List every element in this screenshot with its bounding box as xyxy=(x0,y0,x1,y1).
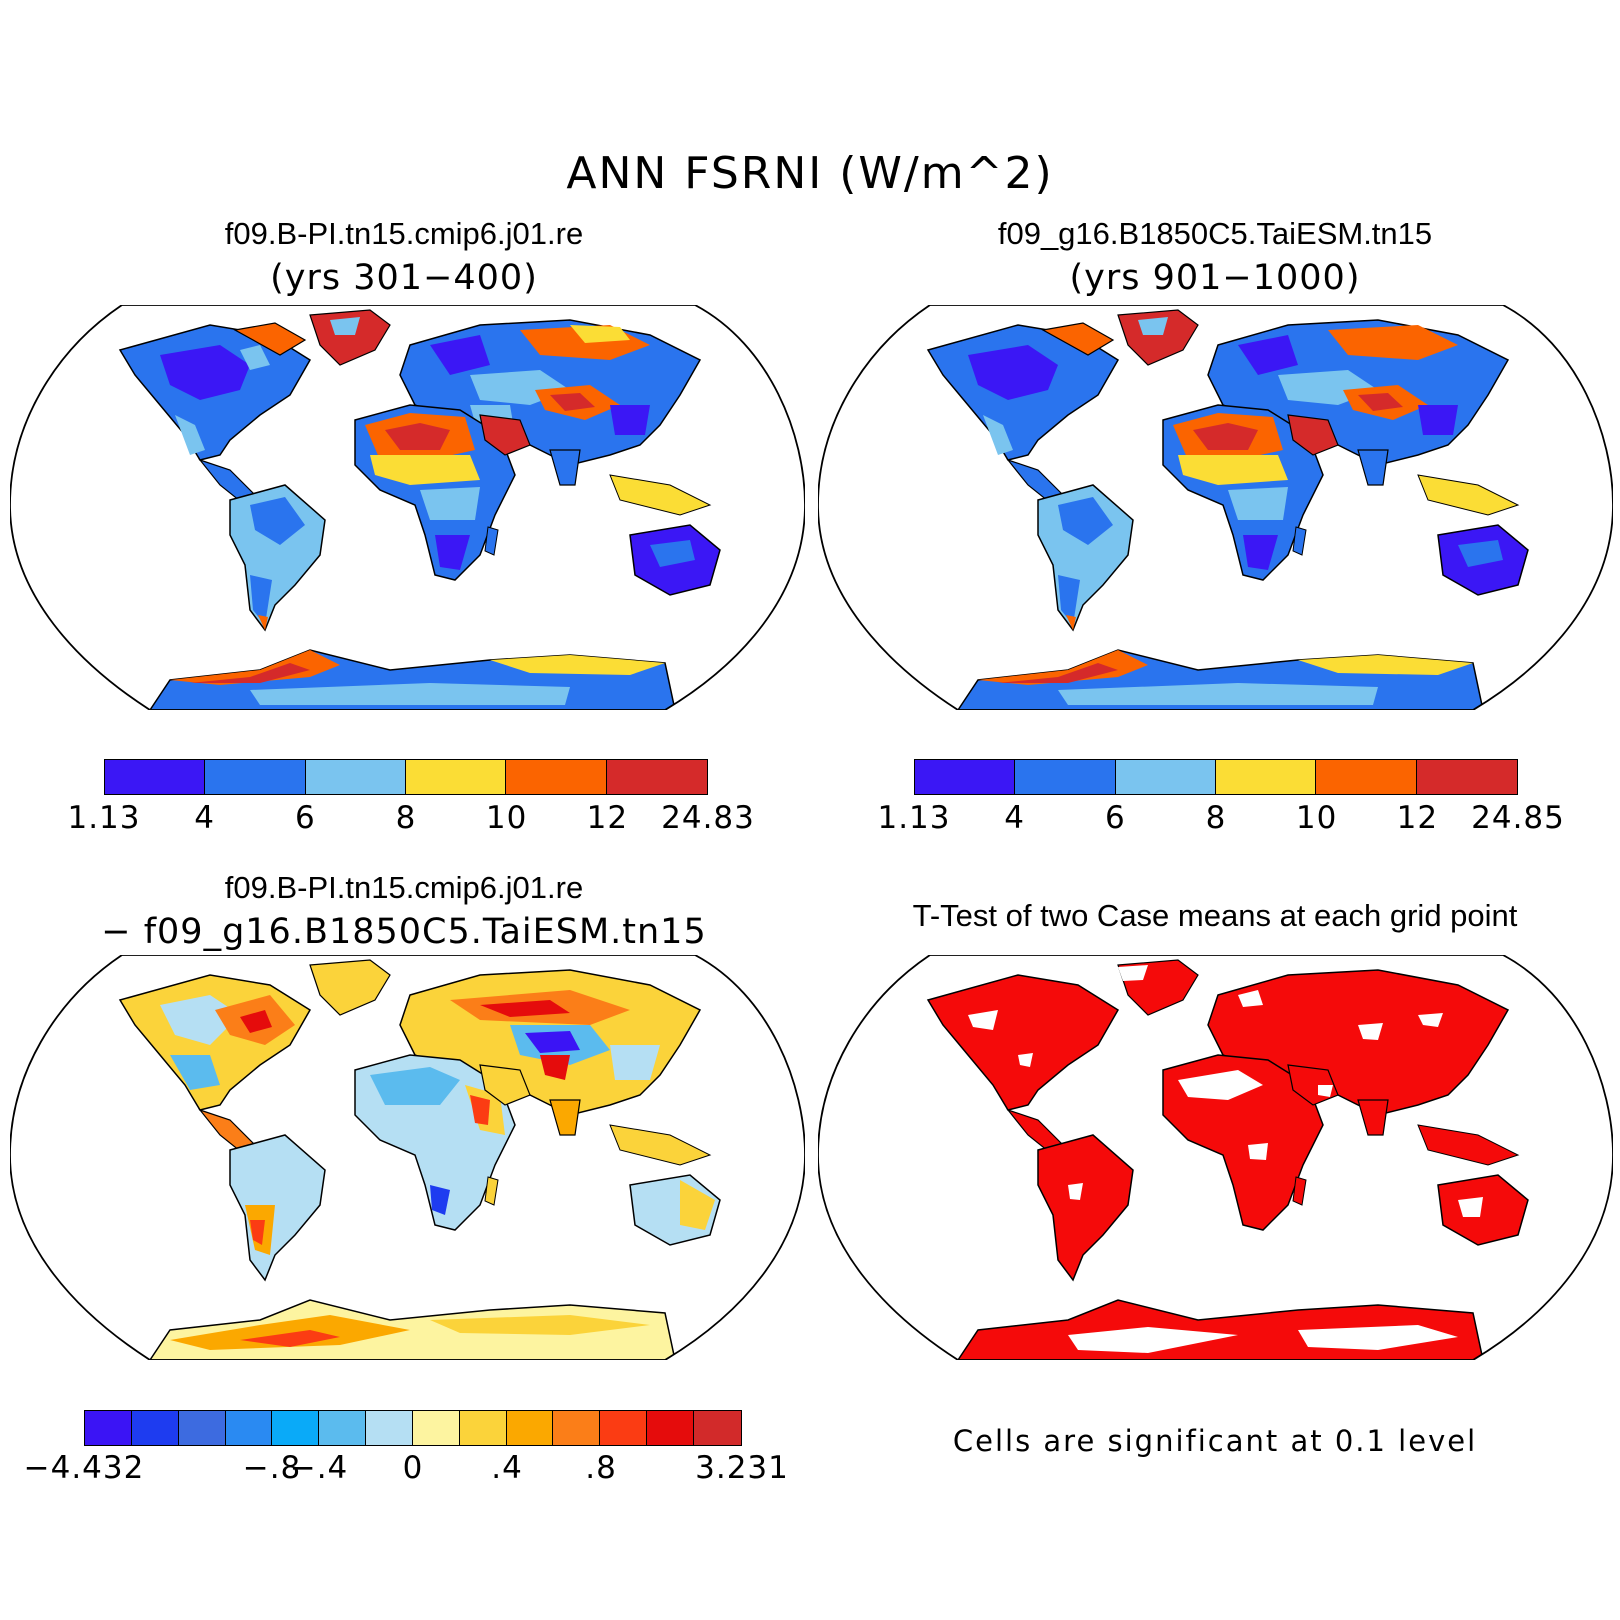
colorbar-segment xyxy=(225,1411,273,1445)
colorbar-segment xyxy=(1416,760,1517,794)
colorbar-segment xyxy=(506,760,607,794)
main-title: ANN FSRNI (W/m^2) xyxy=(566,148,1054,199)
panel1-colorbar xyxy=(104,759,708,795)
colorbar-segment xyxy=(105,760,206,794)
panel1-title: f09.B-PI.tn15.cmip6.j01.re xyxy=(224,216,584,251)
colorbar-tick-label: .8 xyxy=(585,1450,617,1486)
colorbar-tick-label: 12 xyxy=(1396,800,1439,836)
colorbar-tick-label: 1.13 xyxy=(67,800,141,836)
colorbar-tick-label: 6 xyxy=(1104,800,1126,836)
panel3-map xyxy=(10,955,805,1360)
colorbar-tick-label: 12 xyxy=(586,800,629,836)
panel2-map xyxy=(818,305,1613,710)
colorbar-segment xyxy=(205,760,306,794)
colorbar-segment xyxy=(1015,760,1116,794)
colorbar-segment xyxy=(85,1411,132,1445)
panel4-map xyxy=(818,955,1613,1360)
colorbar-tick-label: .4 xyxy=(491,1450,523,1486)
panel3-colorbar xyxy=(84,1410,742,1446)
colorbar-segment xyxy=(405,760,507,794)
colorbar-tick-label: 0 xyxy=(402,1450,424,1486)
panel4-title: T-Test of two Case means at each grid po… xyxy=(912,898,1518,933)
colorbar-segment xyxy=(553,1411,601,1445)
colorbar-segment xyxy=(606,760,707,794)
colorbar-tick-label: 4 xyxy=(1004,800,1026,836)
colorbar-tick-label: 6 xyxy=(294,800,316,836)
panel3-subtitle: − f09_g16.B1850C5.TaiESM.tn15 xyxy=(101,912,707,952)
colorbar-segment xyxy=(1215,760,1317,794)
colorbar-segment xyxy=(506,1411,554,1445)
colorbar-segment xyxy=(412,1411,460,1445)
panel3-title: f09.B-PI.tn15.cmip6.j01.re xyxy=(224,870,584,905)
colorbar-segment xyxy=(1115,760,1216,794)
colorbar-segment xyxy=(305,760,406,794)
colorbar-tick-label: 8 xyxy=(1205,800,1227,836)
colorbar-tick-label: −.4 xyxy=(289,1450,349,1486)
colorbar-segment xyxy=(272,1411,320,1445)
panel1-subtitle: (yrs 301−400) xyxy=(270,258,538,298)
colorbar-segment xyxy=(178,1411,226,1445)
colorbar-tick-label: 3.231 xyxy=(695,1450,789,1486)
colorbar-tick-label: 24.85 xyxy=(1471,800,1565,836)
colorbar-tick-label: 10 xyxy=(1295,800,1338,836)
colorbar-tick-label: 4 xyxy=(194,800,216,836)
colorbar-tick-label: 10 xyxy=(485,800,528,836)
colorbar-segment xyxy=(366,1411,413,1445)
panel3-colorbar-labels: −4.432 −.8 −.4 0 .4 .8 3.231 xyxy=(24,1450,788,1490)
colorbar-tick-label: 8 xyxy=(395,800,417,836)
colorbar-tick-label: −.8 xyxy=(242,1450,302,1486)
colorbar-tick-label: −4.432 xyxy=(23,1450,145,1486)
colorbar-segment xyxy=(131,1411,179,1445)
significance-note: Cells are significant at 0.1 level xyxy=(952,1424,1478,1458)
colorbar-segment xyxy=(1316,760,1417,794)
panel1-colorbar-labels: 1.13 4 6 8 10 12 24.83 xyxy=(67,800,753,840)
panel2-title: f09_g16.B1850C5.TaiESM.tn15 xyxy=(997,216,1433,251)
panel2-colorbar-labels: 1.13 4 6 8 10 12 24.85 xyxy=(877,800,1563,840)
colorbar-segment xyxy=(459,1411,507,1445)
panel2-subtitle: (yrs 901−1000) xyxy=(1069,258,1361,298)
panel1-map xyxy=(10,305,805,710)
colorbar-tick-label: 24.83 xyxy=(661,800,755,836)
colorbar-segment xyxy=(600,1411,648,1445)
colorbar-segment xyxy=(319,1411,367,1445)
colorbar-segment xyxy=(693,1411,741,1445)
colorbar-tick-label: 1.13 xyxy=(877,800,951,836)
colorbar-segment xyxy=(647,1411,694,1445)
panel2-colorbar xyxy=(914,759,1518,795)
colorbar-segment xyxy=(915,760,1016,794)
